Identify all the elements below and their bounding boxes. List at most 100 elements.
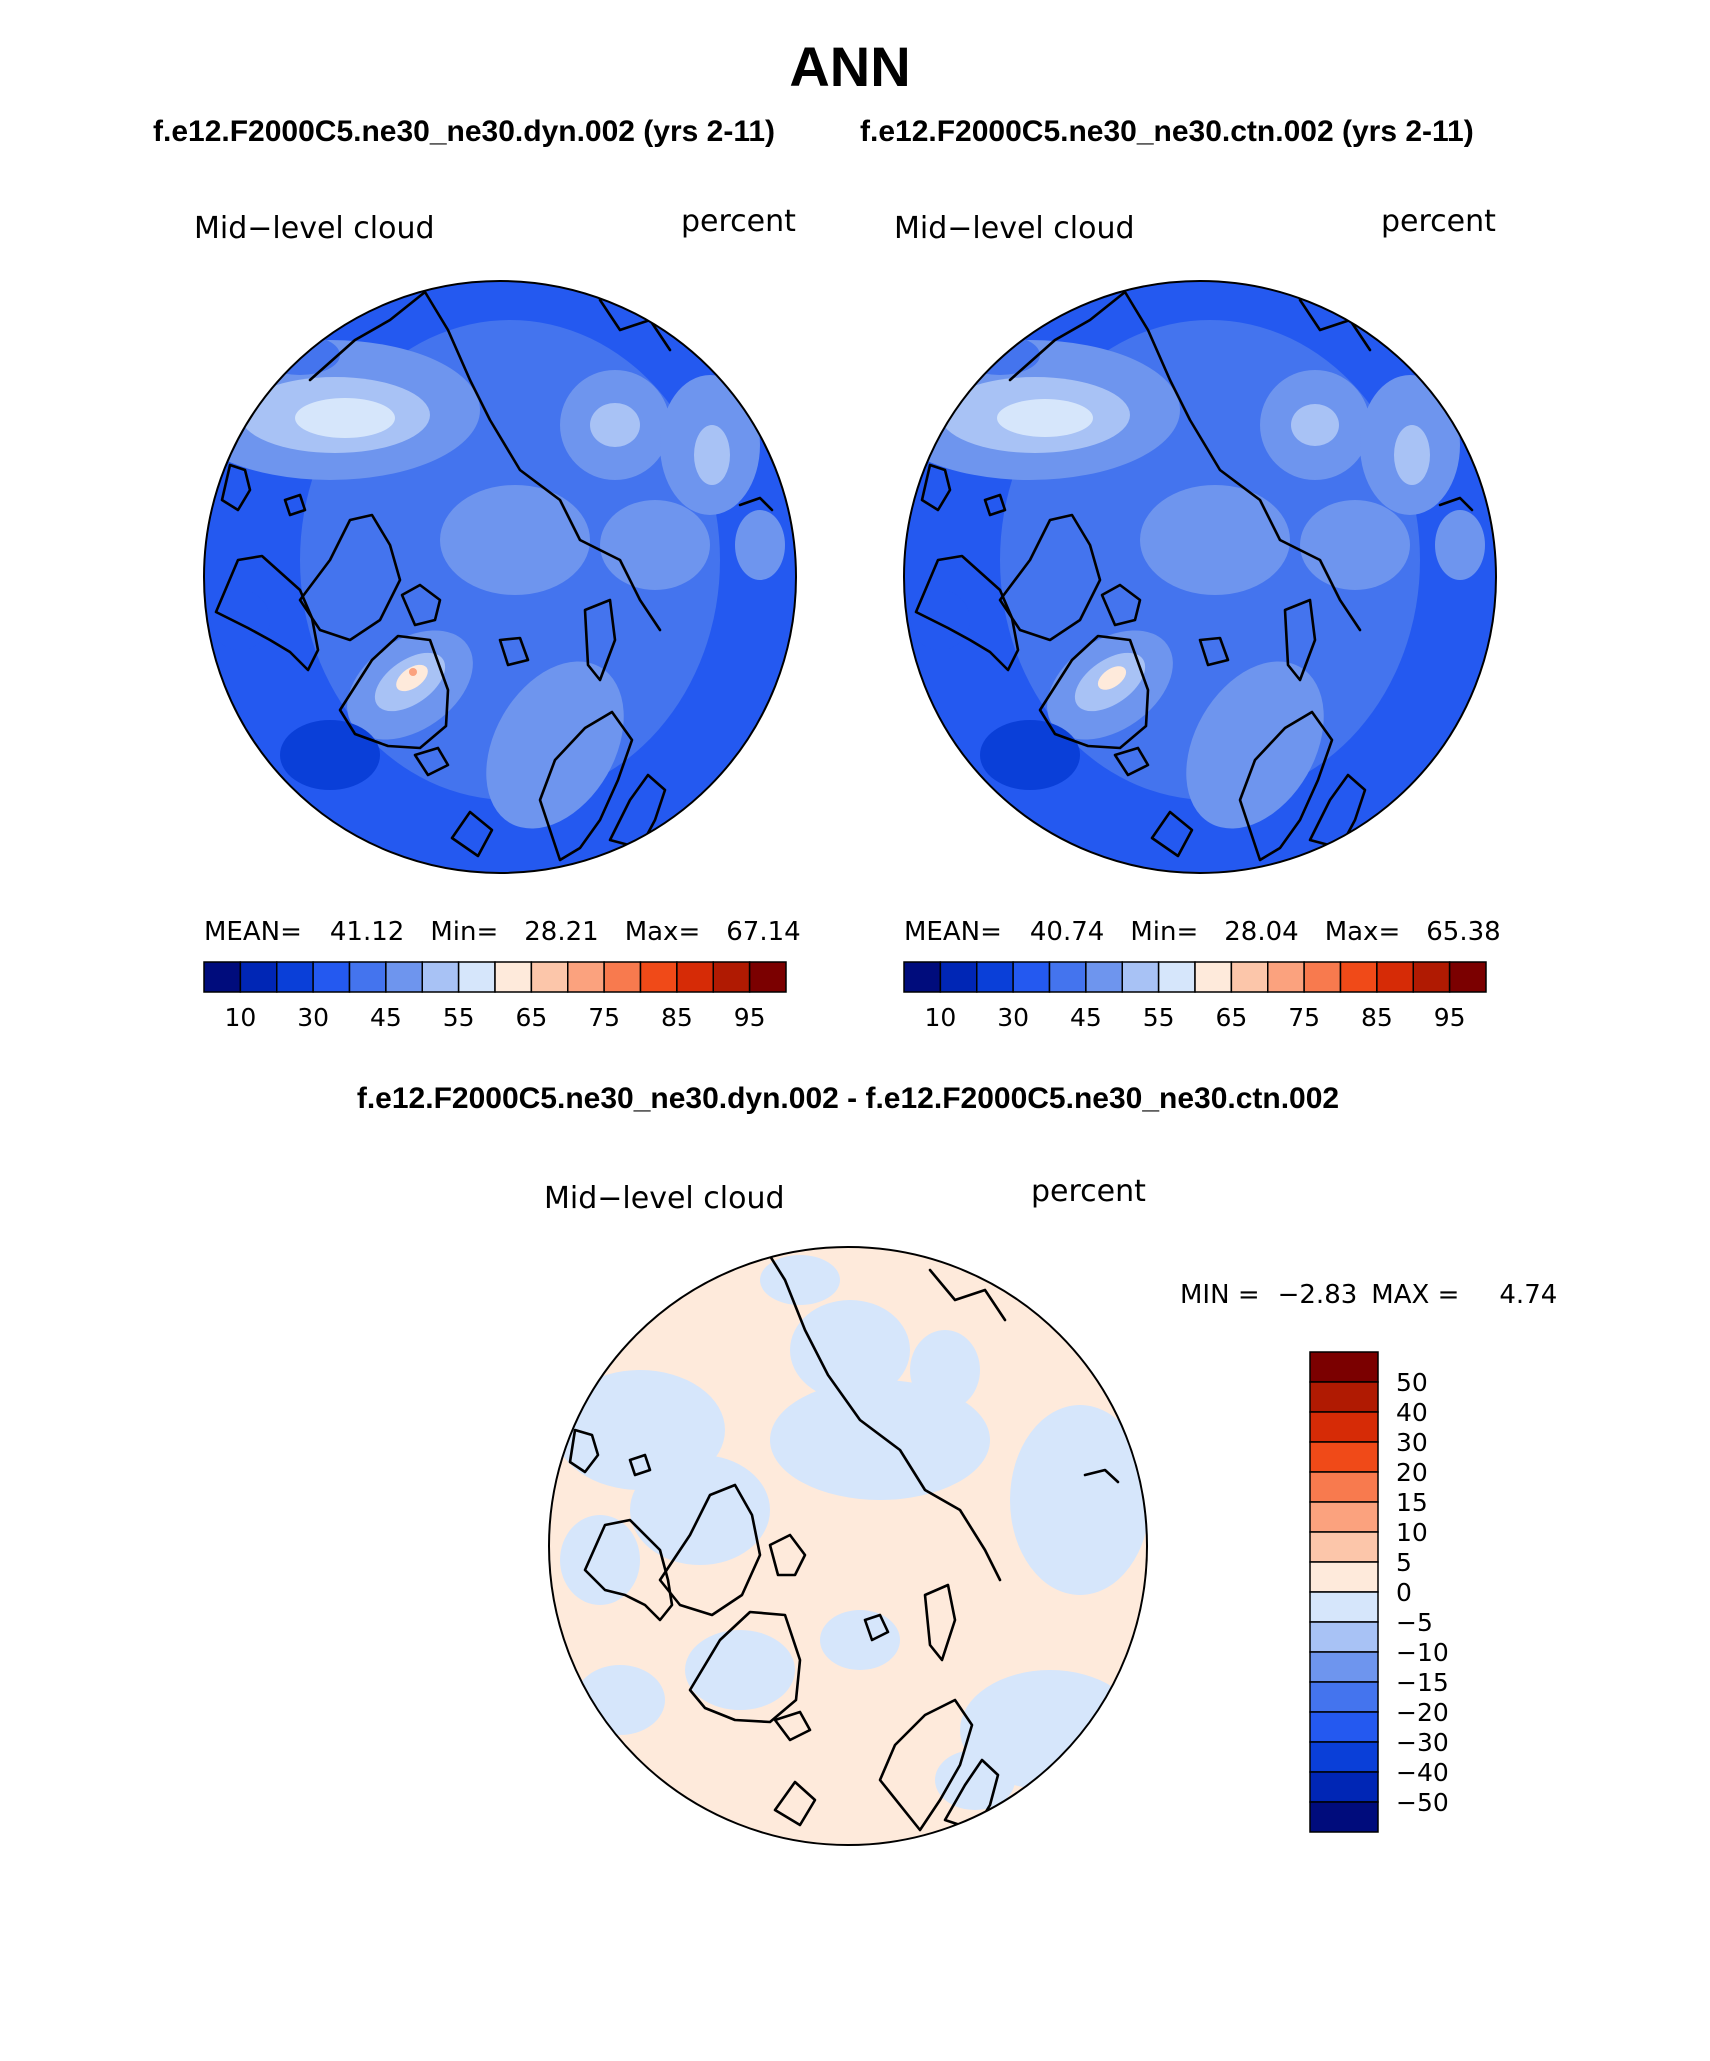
colorbar-swatch [1309,1711,1379,1743]
colorbar-swatch [1048,961,1087,993]
colorbar-tick-label: −10 [1396,1638,1449,1667]
colorbar-swatch [276,961,314,993]
polar-map-ctn [904,281,1496,873]
colorbar-swatch [1309,1501,1379,1533]
stats-mean: MEAN= 40.74 Min= 28.04 Max= 65.38 [904,917,1501,947]
colorbar-tick-label: 95 [734,1003,766,1032]
colorbar-tick-label: 10 [924,1003,956,1032]
colorbar-swatch [1309,1621,1379,1653]
map-panel-dyn: Mid−level cloud percent [194,204,801,1032]
units-label: percent [1031,1174,1146,1209]
colorbar-swatch [1303,961,1342,993]
colorbar-tick-label: 30 [997,1003,1029,1032]
variable-label: Mid−level cloud [894,211,1135,246]
colorbar-swatch [1309,1591,1379,1623]
colorbar-tick-label: 10 [1396,1518,1428,1547]
colorbar-tick-label: 75 [1288,1003,1320,1032]
variable-label: Mid−level cloud [544,1181,785,1216]
units-label: percent [681,204,796,239]
polar-map-dyn [204,281,796,873]
colorbar-tick-label: 0 [1396,1578,1412,1607]
colorbar-swatch [1309,1801,1379,1833]
subtitle-right: f.e12.F2000C5.ne30_ne30.ctn.002 (yrs 2-1… [860,115,1474,148]
map-panel-ctn: Mid−level cloud percent [894,204,1501,1032]
stats-minmax: MIN = −2.83 MAX = 4.74 [1180,1280,1557,1310]
colorbar-swatch [1309,1471,1379,1503]
colorbar-swatch [1267,961,1305,993]
colorbar-swatch [748,961,787,993]
colorbar-swatch [203,961,242,993]
diff-title: f.e12.F2000C5.ne30_ne30.dyn.002 - f.e12.… [357,1082,1339,1115]
colorbar-swatch [1309,1441,1379,1473]
colorbar-tick-label: 95 [1434,1003,1466,1032]
colorbar-swatch [1309,1351,1379,1383]
colorbar-swatch [421,961,460,993]
colorbar-swatch [1194,961,1233,993]
colorbar-tick-label: 75 [588,1003,620,1032]
colorbar-swatch [1085,961,1123,993]
colorbar-tick-label: −40 [1396,1758,1449,1787]
colorbar-swatch [457,961,496,993]
colorbar-tick-label: 5 [1396,1548,1412,1577]
colorbar-tick-label: 55 [1143,1003,1175,1032]
colorbar-swatch [385,961,423,993]
colorbar-swatch [1412,961,1451,993]
stats-mean: MEAN= 41.12 Min= 28.21 Max= 67.14 [204,917,801,947]
colorbar-swatch [976,961,1014,993]
coastlines [214,290,774,862]
colorbar-swatch [1339,961,1378,993]
colorbar-swatch [1309,1381,1379,1413]
colorbar-swatch [1012,961,1051,993]
colorbar-swatch [1309,1411,1379,1443]
colorbar-swatch [1309,1771,1379,1803]
colorbar-tick-label: 40 [1396,1398,1428,1427]
map-panel-diff: Mid−level cloud percent [544,1174,1557,1846]
colorbar-tick-label: 50 [1396,1368,1428,1397]
figure-title: ANN [789,35,910,98]
colorbar-swatch [1309,1531,1379,1563]
colorbar-tick-label: 85 [661,1003,693,1032]
colorbar-tick-label: 85 [1361,1003,1393,1032]
colorbar-tick-label: −20 [1396,1698,1449,1727]
colorbar-swatch [1309,1681,1379,1713]
colorbar-swatch [603,961,642,993]
colorbar-tick-label: 45 [1070,1003,1102,1032]
colorbar-swatch [239,961,278,993]
colorbar-tick-label: 20 [1396,1458,1428,1487]
colorbar-tick-label: 65 [1215,1003,1247,1032]
variable-label: Mid−level cloud [194,211,435,246]
colorbar-tick-label: 55 [443,1003,475,1032]
colorbar-tick-label: −5 [1396,1608,1433,1637]
colorbar-swatch [1309,1651,1379,1683]
colorbar-swatch [494,961,533,993]
colorbar-swatch [348,961,387,993]
colorbar-swatch [639,961,678,993]
colorbar-swatch [712,961,751,993]
colorbar-swatch [567,961,605,993]
colorbar-swatch [1448,961,1487,993]
colorbar-tick-label: 65 [515,1003,547,1032]
colorbar-tick-label: 10 [224,1003,256,1032]
colorbar-swatch [903,961,942,993]
colorbar-tick-label: 30 [297,1003,329,1032]
colorbar-swatch [1121,961,1160,993]
coastlines [914,290,1474,862]
colorbar-swatch [1230,961,1269,993]
colorbar-tick-label: 45 [370,1003,402,1032]
colorbar-tick-label: 15 [1396,1488,1428,1517]
colorbar-swatch [312,961,351,993]
colorbar-tick-label: −15 [1396,1668,1449,1697]
colorbar-swatch [530,961,569,993]
colorbar-ctn: 10 30 45 55 65 75 85 95 [903,961,1487,1032]
colorbar-swatch [1309,1741,1379,1773]
polar-map-diff [549,1247,1147,1845]
colorbar-tick-label: −50 [1396,1788,1449,1817]
colorbar-swatch [1157,961,1196,993]
colorbar-tick-label: 30 [1396,1428,1428,1457]
colorbar-swatch [676,961,714,993]
colorbar-swatch [939,961,978,993]
colorbar-swatch [1309,1561,1379,1593]
units-label: percent [1381,204,1496,239]
